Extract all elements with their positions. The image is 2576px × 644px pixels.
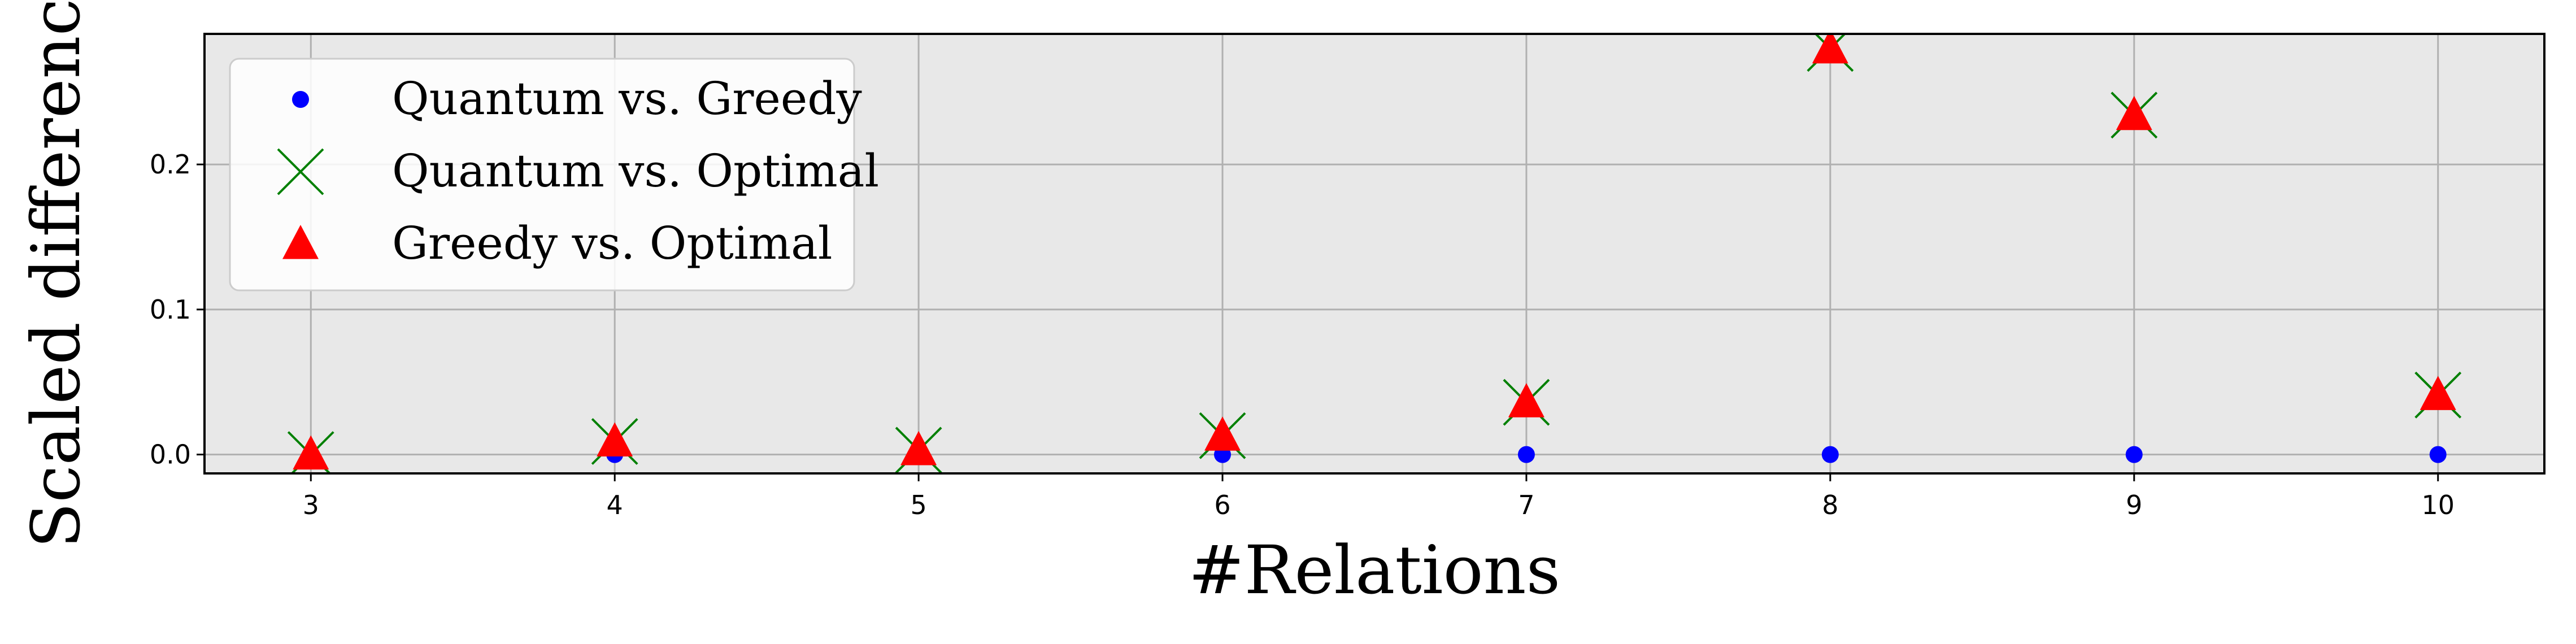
data-point	[1204, 416, 1241, 451]
data-point	[2125, 446, 2143, 463]
data-point	[900, 430, 937, 465]
data-point	[1821, 446, 1839, 463]
series-2	[293, 34, 2456, 470]
y-tick-label: 0.0	[150, 440, 191, 470]
data-point	[1508, 383, 1544, 417]
y-tick-label: 0.2	[150, 149, 191, 180]
x-tick-label: 7	[1518, 490, 1534, 520]
data-point	[2429, 446, 2447, 463]
data-point	[1812, 34, 1848, 64]
x-tick-label: 3	[303, 490, 319, 520]
x-tick-label: 8	[1822, 490, 1838, 520]
legend-marker	[277, 148, 324, 195]
legend-label: Greedy vs. Optimal	[392, 217, 832, 269]
legend-label: Quantum vs. Greedy	[392, 72, 862, 125]
legend-marker	[282, 225, 319, 259]
legend-label: Quantum vs. Optimal	[392, 145, 879, 197]
x-tick-label: 4	[607, 490, 623, 520]
y-tick-label: 0.1	[150, 294, 191, 325]
legend-box	[229, 58, 855, 291]
legend-marker	[292, 91, 309, 108]
x-axis-title: #Relations	[1189, 531, 1560, 609]
x-axis-ticks: 3 4 5 6 7 8 9 10	[303, 473, 2455, 520]
data-point	[2420, 376, 2456, 410]
y-axis-ticks: 0.0 0.1 0.2	[150, 149, 204, 470]
legend: Quantum vs. Greedy Quantum vs. Optimal Gre…	[229, 58, 879, 291]
x-tick-label: 9	[2126, 490, 2142, 520]
x-tick-label: 6	[1214, 490, 1230, 520]
data-point	[597, 422, 633, 457]
x-tick-label: 10	[2421, 490, 2455, 520]
y-axis-title: Scaled difference	[17, 0, 95, 549]
data-point	[1517, 446, 1535, 463]
x-tick-label: 5	[910, 490, 926, 520]
data-series	[287, 34, 2462, 473]
data-point	[2116, 95, 2152, 130]
plot-frame	[203, 33, 2545, 475]
data-point	[293, 435, 329, 470]
